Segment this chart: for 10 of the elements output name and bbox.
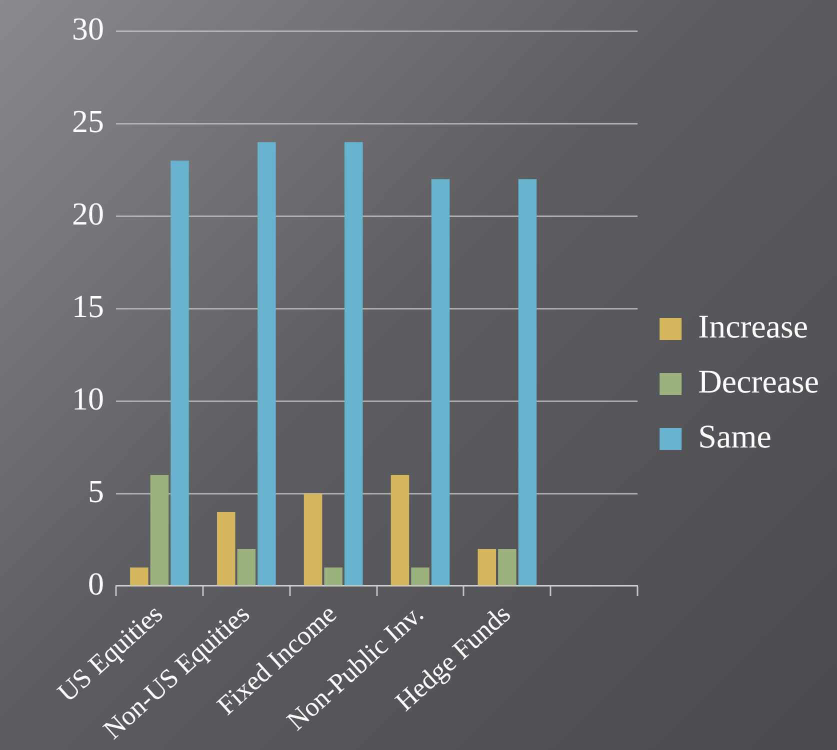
legend-label: Decrease bbox=[698, 364, 820, 401]
y-tick-label: 10 bbox=[72, 380, 104, 416]
legend-label: Increase bbox=[698, 310, 808, 346]
legend-label: Same bbox=[698, 420, 772, 456]
y-tick-label: 0 bbox=[88, 565, 104, 602]
y-tick-label: 5 bbox=[88, 472, 104, 509]
y-tick-label: 15 bbox=[72, 288, 104, 324]
y-tick-label: 25 bbox=[72, 103, 104, 140]
y-tick-label: 20 bbox=[72, 196, 104, 232]
y-tick-label: 30 bbox=[72, 10, 104, 47]
